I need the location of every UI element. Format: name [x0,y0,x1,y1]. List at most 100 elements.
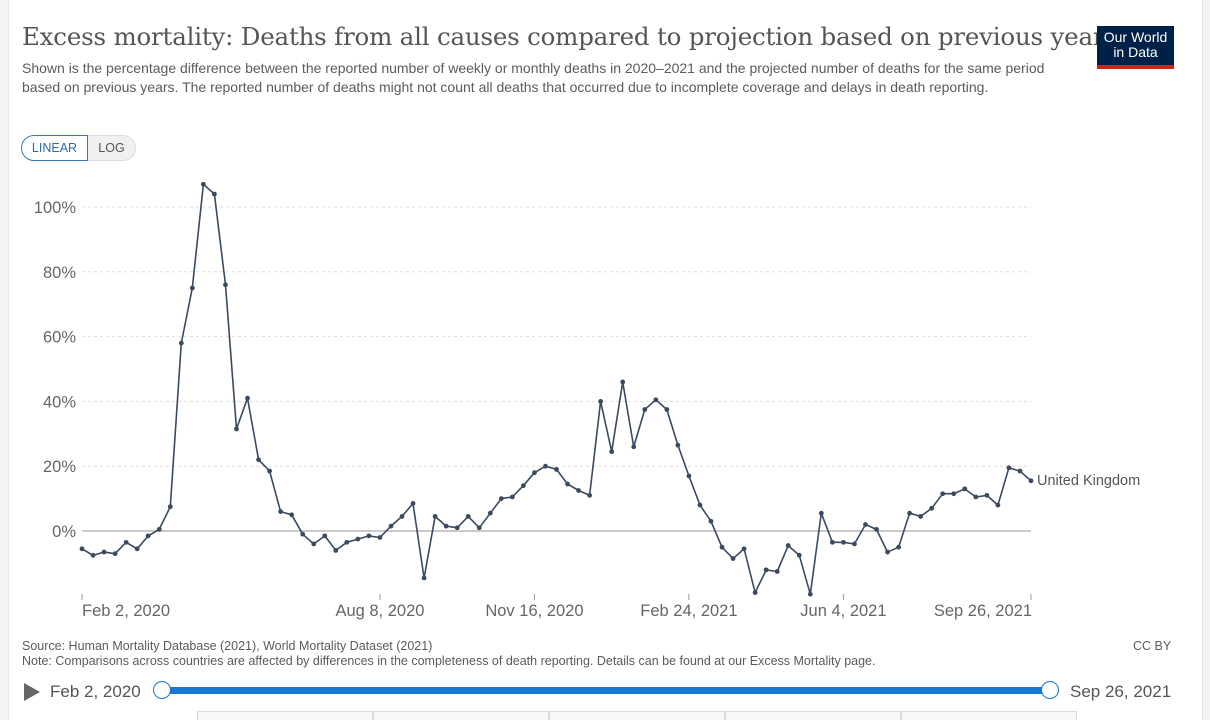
data-point[interactable] [907,510,913,516]
data-point[interactable] [333,548,339,553]
timeline-start-handle[interactable] [153,681,171,699]
data-point[interactable] [962,486,968,492]
data-point[interactable] [476,525,482,531]
owid-logo[interactable]: Our World in Data [1097,26,1174,69]
data-point[interactable] [620,379,626,385]
data-point[interactable] [785,543,791,548]
data-point[interactable] [774,569,780,574]
data-point[interactable] [443,523,449,529]
data-point[interactable] [234,426,239,432]
data-point[interactable] [1017,468,1023,474]
data-point[interactable] [763,567,769,573]
tab-sources[interactable] [725,711,901,720]
data-point[interactable] [829,539,835,545]
data-point[interactable] [730,556,736,561]
data-point[interactable] [123,539,129,545]
data-point[interactable] [410,501,416,506]
data-point[interactable] [752,590,758,595]
data-point[interactable] [200,181,206,187]
data-point[interactable] [223,282,228,288]
data-point[interactable] [940,491,946,497]
data-point[interactable] [664,407,670,412]
data-point[interactable] [929,505,935,511]
data-point[interactable] [101,549,107,555]
data-point[interactable] [598,399,604,404]
data-point[interactable] [90,552,96,558]
data-point[interactable] [399,514,405,519]
series-label-united-kingdom[interactable]: United Kingdom [1037,473,1140,489]
data-point[interactable] [212,191,217,197]
data-point[interactable] [300,531,306,537]
data-point[interactable] [609,449,615,455]
data-point[interactable] [278,509,284,514]
license-link[interactable]: CC BY [1133,639,1172,653]
data-point[interactable] [134,546,140,552]
data-point[interactable] [245,395,250,401]
data-point[interactable] [918,514,924,519]
data-point[interactable] [818,510,824,516]
data-point[interactable] [951,491,957,497]
data-point[interactable] [289,512,295,518]
data-point[interactable] [145,533,151,539]
data-point[interactable] [79,546,85,552]
data-point[interactable] [355,536,361,542]
tab-map[interactable] [373,711,549,720]
timeline-track[interactable] [162,687,1051,694]
data-point[interactable] [311,541,317,547]
data-point[interactable] [509,494,515,500]
data-point[interactable] [565,481,570,487]
tab-table[interactable] [549,711,725,720]
data-point[interactable] [267,468,272,474]
data-point[interactable] [454,525,460,531]
data-point[interactable] [896,544,901,550]
data-point[interactable] [587,492,593,498]
log-scale-button[interactable]: LOG [88,135,136,161]
tab-chart[interactable] [197,711,373,720]
data-point[interactable] [388,523,394,529]
data-point[interactable] [344,539,350,545]
tab-download[interactable] [901,711,1077,720]
data-point[interactable] [498,496,504,501]
play-icon[interactable] [24,683,40,701]
data-point[interactable] [543,463,548,469]
data-point[interactable] [642,407,648,412]
data-point[interactable] [796,552,802,558]
data-point[interactable] [554,467,559,472]
data-point[interactable] [178,340,184,346]
data-point[interactable] [366,533,372,539]
data-point[interactable] [1006,465,1012,471]
data-point[interactable] [465,514,471,519]
data-point[interactable] [874,526,879,532]
data-point[interactable] [708,518,714,524]
data-point[interactable] [719,544,725,550]
data-point[interactable] [487,510,493,516]
data-point[interactable] [167,504,173,510]
data-point[interactable] [697,502,703,508]
timeline-end-handle[interactable] [1041,681,1059,699]
data-point[interactable] [1028,478,1034,484]
data-point[interactable] [631,444,637,450]
data-point[interactable] [863,522,868,527]
data-point[interactable] [377,535,383,540]
data-point[interactable] [576,488,581,493]
data-point[interactable] [984,492,990,498]
data-point[interactable] [686,473,692,479]
linear-scale-button[interactable]: LINEAR [21,135,88,161]
data-point[interactable] [973,494,979,500]
data-point[interactable] [675,442,681,448]
data-point[interactable] [885,549,890,555]
data-point[interactable] [112,551,118,557]
data-point[interactable] [520,483,526,489]
data-point[interactable] [421,575,427,581]
data-point[interactable] [852,541,857,547]
data-point[interactable] [653,397,659,403]
data-point[interactable] [841,539,846,545]
data-point[interactable] [256,457,261,463]
data-point[interactable] [432,514,438,519]
data-point[interactable] [995,502,1001,508]
data-point[interactable] [741,546,747,552]
data-point[interactable] [189,285,195,291]
data-point[interactable] [322,533,328,539]
data-point[interactable] [156,526,162,532]
data-point[interactable] [532,470,537,476]
